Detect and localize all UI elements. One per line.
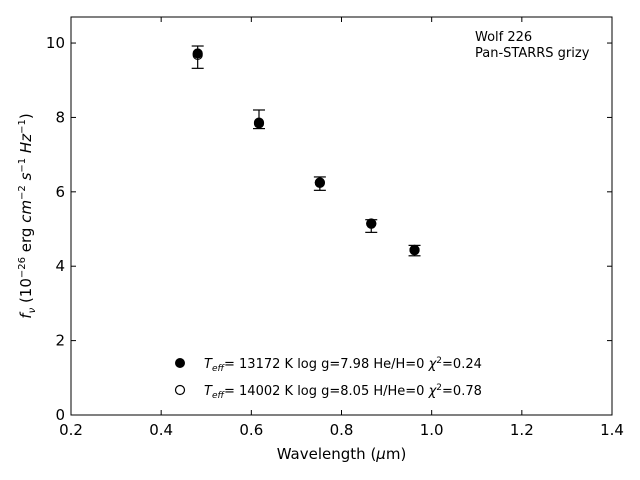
x-tick-label: 0.2 [59, 421, 83, 439]
data-points [192, 48, 420, 256]
annotation-star-name: Wolf 226 [475, 30, 532, 45]
y-tick-label: 6 [55, 183, 65, 201]
y-tick-label: 0 [55, 406, 65, 424]
point-open [366, 218, 377, 229]
y-axis-label: fν (10−26 erg cm−2 s−1 Hz−1) [17, 113, 38, 318]
point-open [314, 177, 325, 188]
legend-marker-open [174, 384, 186, 396]
point-open [253, 118, 265, 129]
y-tick-label: 2 [55, 332, 65, 350]
plot-frame [70, 16, 613, 416]
legend-marker-filled [175, 358, 185, 368]
x-tick-label: 1.4 [600, 421, 624, 439]
y-tick-label: 4 [55, 257, 65, 275]
x-tick-label: 0.8 [330, 421, 354, 439]
error-bars [191, 45, 421, 257]
legend-label-filled: Teff= 13172 K log g=7.98 He/H=0 χ2=0.24 [204, 356, 482, 374]
legend-label-open: Teff= 14002 K log g=8.05 H/He=0 χ2=0.78 [204, 383, 482, 401]
point-open [409, 244, 420, 255]
x-tick-label: 0.4 [149, 421, 173, 439]
legend: Teff= 13172 K log g=7.98 He/H=0 χ2=0.24 … [174, 356, 482, 401]
x-tick-label: 1.2 [510, 421, 534, 439]
x-axis-label: Wavelength (μm) [277, 445, 407, 463]
y-tick-label: 8 [55, 108, 65, 126]
annotation-survey: Pan-STARRS grizy [475, 46, 590, 61]
axis-ticks: 0.2 0.4 0.6 0.8 1.0 1.2 1.4 0 2 4 6 8 10 [46, 17, 624, 439]
x-tick-label: 0.6 [239, 421, 263, 439]
point-open [192, 49, 203, 61]
x-tick-label: 1.0 [420, 421, 444, 439]
y-tick-label: 10 [46, 34, 65, 52]
